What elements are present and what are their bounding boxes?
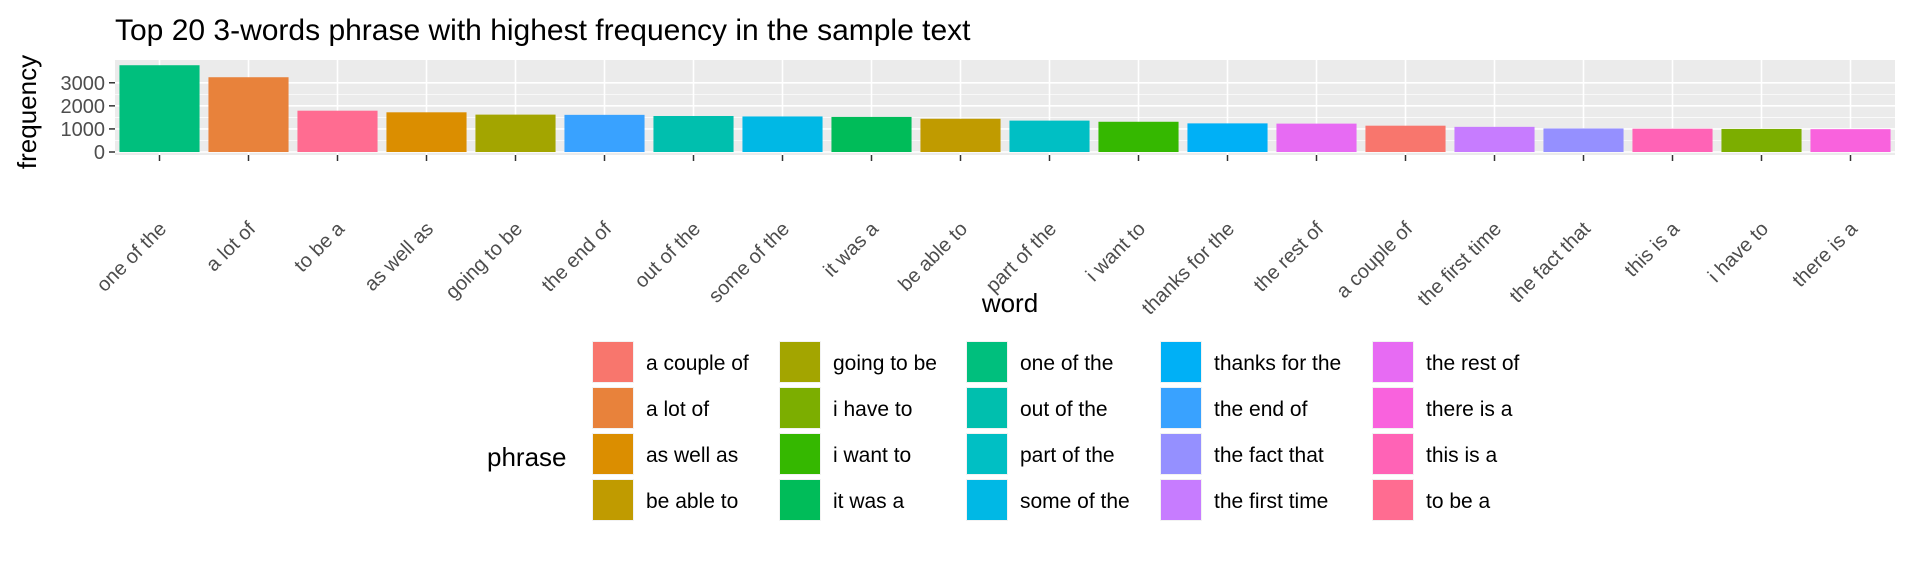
legend-label: the rest of (1426, 352, 1520, 375)
legend-label: part of the (1020, 444, 1115, 467)
legend-label: as well as (646, 444, 738, 467)
x-tick-label: the end of (538, 218, 617, 297)
legend-title: phrase (487, 442, 567, 472)
legend-swatch (1161, 434, 1201, 474)
legend-swatch (967, 342, 1007, 382)
legend-label: i want to (833, 444, 911, 467)
legend-label: a lot of (646, 398, 709, 421)
bar (1009, 120, 1090, 152)
x-tick-label: there is a (1788, 217, 1862, 291)
bar (1632, 128, 1713, 152)
x-tick-label: it was a (820, 217, 884, 281)
legend-swatch (593, 342, 633, 382)
legend-label: out of the (1020, 398, 1108, 421)
legend-label: be able to (646, 490, 738, 513)
bar (653, 116, 734, 152)
legend-label: thanks for the (1214, 352, 1341, 375)
x-tick-label: a couple of (1332, 218, 1417, 303)
x-tick-label: going to be (441, 218, 527, 304)
x-tick-label: i have to (1704, 218, 1773, 287)
legend-label: going to be (833, 352, 937, 375)
legend-label: a couple of (646, 352, 749, 375)
legend-label: i have to (833, 398, 912, 421)
x-tick-label: some of the (705, 218, 794, 307)
bar (1365, 125, 1446, 152)
bar (1187, 123, 1268, 152)
legend-swatch (1161, 342, 1201, 382)
x-tick-label: a lot of (202, 218, 260, 276)
legend-label: this is a (1426, 444, 1498, 467)
x-tick-label: as well as (360, 218, 438, 296)
legend-swatch (1373, 342, 1413, 382)
bar (119, 65, 200, 152)
legend-swatch (967, 434, 1007, 474)
legend-label: to be a (1426, 490, 1491, 513)
bar (1810, 129, 1891, 152)
bar (1454, 126, 1535, 152)
bar (208, 77, 289, 152)
legend-swatch (593, 480, 633, 520)
legend-swatch (967, 388, 1007, 428)
legend-swatch (1373, 480, 1413, 520)
legend: a couple of a lot of as well as be able to g… (592, 341, 1520, 521)
bar (1543, 128, 1624, 152)
bar (564, 114, 645, 152)
legend-label: there is a (1426, 398, 1513, 421)
legend-label: the first time (1214, 490, 1328, 513)
chart-title: Top 20 3-words phrase with highest frequ… (115, 14, 971, 47)
x-tick-label: part of the (982, 218, 1061, 297)
x-tick-label: i want to (1082, 218, 1150, 286)
bar (1098, 121, 1179, 152)
legend-swatch (967, 480, 1007, 520)
legend-swatch (1161, 388, 1201, 428)
y-axis-title: frequency (12, 55, 42, 169)
y-tick-label: 3000 (61, 73, 106, 95)
legend-label: the fact that (1214, 444, 1324, 467)
x-tick-label: be able to (894, 218, 972, 296)
bar (831, 116, 912, 152)
x-tick-label: thanks for the (1138, 218, 1239, 319)
x-tick-label: out of the (631, 218, 706, 293)
y-tick-label: 2000 (61, 96, 106, 118)
legend-swatch (1161, 480, 1201, 520)
legend-swatch (593, 434, 633, 474)
legend-swatch (780, 434, 820, 474)
bar (1276, 123, 1357, 152)
bar (386, 112, 467, 152)
x-tick-label: to be a (290, 217, 349, 276)
x-axis-title: word (981, 288, 1038, 318)
x-tick-label: this is a (1621, 217, 1685, 281)
legend-label: the end of (1214, 398, 1308, 421)
bar (1721, 128, 1802, 152)
bar (475, 114, 556, 152)
x-tick-label: one of the (93, 218, 171, 296)
x-tick-label: the fact that (1506, 218, 1596, 308)
x-tick-label: the rest of (1250, 218, 1329, 297)
legend-label: some of the (1020, 490, 1130, 513)
legend-label: it was a (833, 490, 905, 513)
legend-swatch (780, 342, 820, 382)
legend-swatch (780, 388, 820, 428)
legend-label: one of the (1020, 352, 1113, 375)
legend-swatch (1373, 388, 1413, 428)
y-tick-label: 1000 (61, 119, 106, 141)
bar (920, 118, 1001, 152)
x-tick-label: the first time (1413, 218, 1506, 311)
legend-swatch (780, 480, 820, 520)
legend-swatch (593, 388, 633, 428)
legend-swatch (1373, 434, 1413, 474)
bar (297, 110, 378, 152)
y-tick-label: 0 (94, 142, 105, 164)
bar (742, 116, 823, 152)
